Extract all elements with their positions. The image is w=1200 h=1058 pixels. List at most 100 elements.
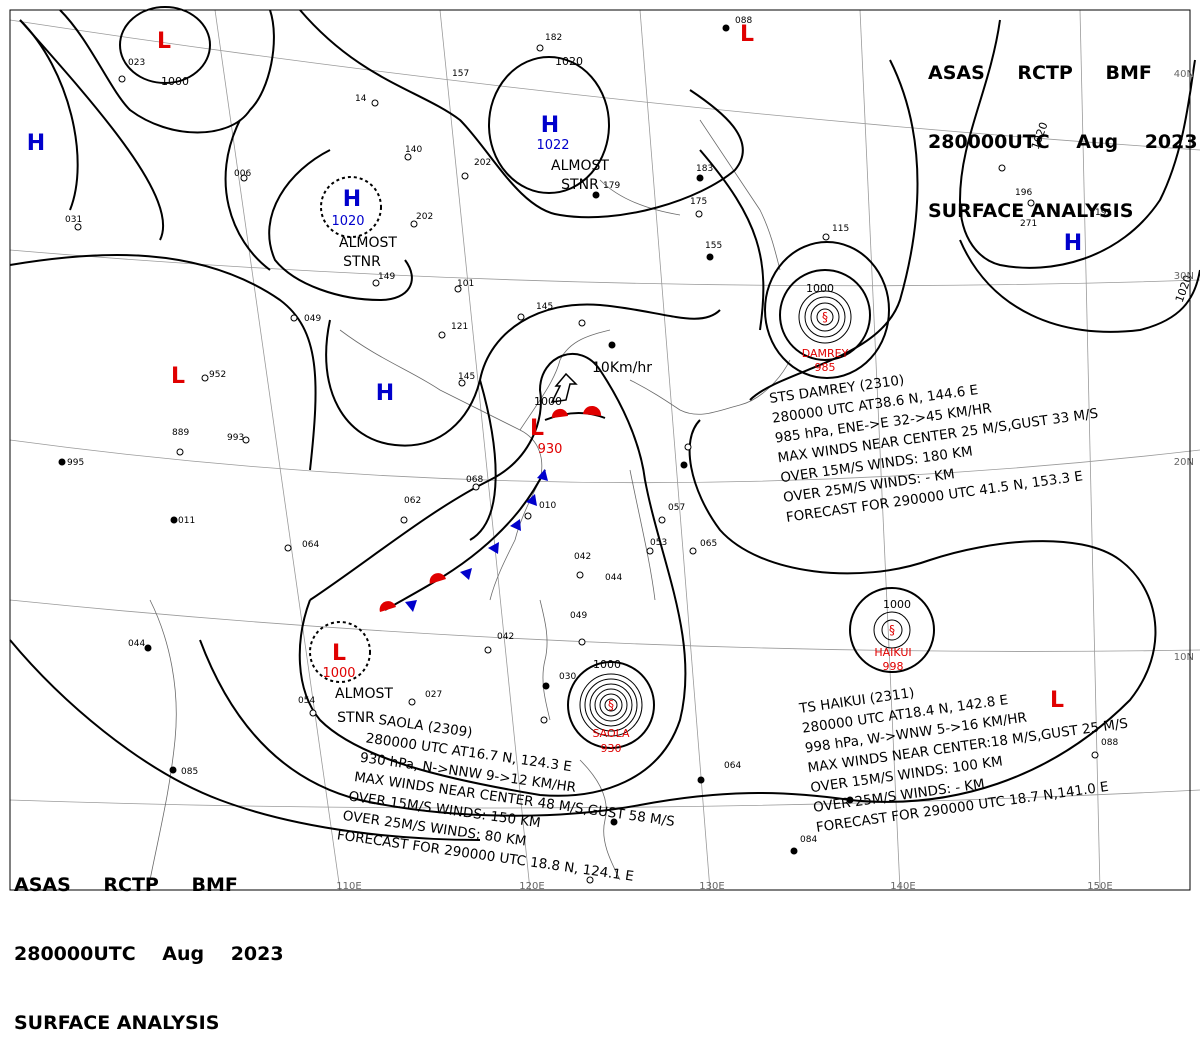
svg-text:088: 088 <box>735 16 752 26</box>
station-plots <box>58 24 1099 884</box>
svg-text:044: 044 <box>128 639 145 649</box>
svg-text:053: 053 <box>650 538 667 548</box>
motion-speed-label: 10Km/hr <box>592 360 652 376</box>
saola-ring <box>567 661 655 749</box>
svg-text:889: 889 <box>172 428 189 438</box>
lon-label-140e: 140E <box>890 881 915 892</box>
svg-text:175: 175 <box>690 197 707 207</box>
saola-symbol-icon: § <box>608 698 614 712</box>
low-center-west: L <box>171 364 185 389</box>
svg-text:062: 062 <box>404 496 421 506</box>
header-top-line2: 280000UTC Aug 2023 <box>928 131 1198 153</box>
pressure-centers: L H H H H H L L L L L <box>27 22 1082 713</box>
high-center-1020: H <box>343 187 361 212</box>
svg-text:179: 179 <box>603 181 620 191</box>
svg-text:044: 044 <box>605 573 622 583</box>
pressure-values: 1022 1020 930 1000 <box>322 138 569 681</box>
svg-text:271: 271 <box>1020 219 1037 229</box>
high-center-east: H <box>1064 231 1082 256</box>
damrey-name: DAMREY <box>802 347 849 360</box>
svg-text:027: 027 <box>425 690 442 700</box>
svg-text:031: 031 <box>65 215 82 225</box>
low-center-front: L <box>530 416 544 441</box>
isobar-label-6: 1000 <box>593 658 621 671</box>
svg-text:196: 196 <box>1015 188 1032 198</box>
note-sw-line2: STNR <box>337 710 375 726</box>
isobars <box>9 6 1200 841</box>
svg-text:065: 065 <box>700 539 717 549</box>
low-center-nw: L <box>157 29 171 54</box>
svg-text:088: 088 <box>1101 738 1118 748</box>
svg-text:995: 995 <box>67 458 84 468</box>
lon-label-150e: 150E <box>1087 881 1112 892</box>
svg-text:049: 049 <box>304 314 321 324</box>
svg-text:202: 202 <box>416 212 433 222</box>
svg-text:14: 14 <box>355 94 367 104</box>
svg-text:101: 101 <box>457 279 474 289</box>
damrey-ring-b <box>764 241 890 379</box>
svg-text:121: 121 <box>451 322 468 332</box>
isobar-label-4: 1000 <box>534 395 562 408</box>
high-center-west: H <box>27 131 45 156</box>
lat-labels: 40N 30N 20N 10N <box>1174 69 1194 663</box>
svg-text:057: 057 <box>668 503 685 513</box>
svg-text:042: 042 <box>497 632 514 642</box>
high-value-1022: 1022 <box>536 138 569 153</box>
high-center-1022: H <box>541 113 559 138</box>
svg-text:011: 011 <box>178 516 195 526</box>
low-center-se: L <box>1050 688 1064 713</box>
svg-text:145: 145 <box>458 372 475 382</box>
svg-text:115: 115 <box>832 224 849 234</box>
typhoon-symbols: § § § <box>608 310 895 712</box>
damrey-ring-a <box>779 269 871 361</box>
header-bottom: ASAS RCTP BMF 280000UTC Aug 2023 SURFACE… <box>14 828 284 1058</box>
map-frame <box>9 9 1191 891</box>
high-ring-1022 <box>488 56 610 194</box>
svg-text:085: 085 <box>181 767 198 777</box>
high-center-mid: H <box>376 381 394 406</box>
low-center-ne: L <box>740 22 754 47</box>
lat-label-10n: 10N <box>1174 652 1194 663</box>
svg-text:202: 202 <box>474 158 491 168</box>
haikui-symbol-icon: § <box>889 623 895 637</box>
note-1022-line2: STNR <box>561 177 599 193</box>
saola-pressure: 930 <box>601 742 622 755</box>
dashed-ring-1020 <box>320 176 382 238</box>
svg-text:068: 068 <box>466 475 483 485</box>
header-top-line1: ASAS RCTP BMF <box>928 62 1152 84</box>
svg-text:023: 023 <box>128 58 145 68</box>
dashed-ring-1000 <box>309 621 371 683</box>
svg-text:149: 149 <box>378 272 395 282</box>
note-1020-line1: ALMOST <box>339 235 397 251</box>
note-1020-line2: STNR <box>343 254 381 270</box>
svg-text:064: 064 <box>724 761 741 771</box>
damrey-pressure: 985 <box>815 361 836 374</box>
haikui-advisory: TS HAIKUI (2311) 280000 UTC AT18.4 N, 14… <box>797 685 1129 836</box>
lon-labels: 110E 120E 130E 140E 150E <box>336 881 1112 892</box>
motion-arrow-icon <box>550 372 578 403</box>
lat-label-30n: 30N <box>1174 271 1194 282</box>
svg-text:157: 157 <box>452 69 469 79</box>
damrey-symbol-icon: § <box>822 310 828 324</box>
low-ring-nw <box>119 6 211 84</box>
header-bottom-line1: ASAS RCTP BMF <box>14 874 238 896</box>
svg-text:030: 030 <box>559 672 576 682</box>
svg-text:993: 993 <box>227 433 244 443</box>
svg-text:064: 064 <box>302 540 319 550</box>
svg-text:191: 191 <box>1095 208 1112 218</box>
svg-text:010: 010 <box>539 501 556 511</box>
saola-name: SAOLA <box>592 727 630 740</box>
lat-label-20n: 20N <box>1174 457 1194 468</box>
svg-text:049: 049 <box>570 611 587 621</box>
svg-text:140: 140 <box>405 145 422 155</box>
stationary-notes: ALMOST STNR ALMOST STNR ALMOST STNR <box>335 158 609 726</box>
storm-names: DAMREY 985 HAIKUI 998 SAOLA 930 <box>592 347 911 755</box>
low-value-sw: 1000 <box>322 666 355 681</box>
header-bottom-line2: 280000UTC Aug 2023 <box>14 943 284 965</box>
svg-text:054: 054 <box>298 696 315 706</box>
lon-label-120e: 120E <box>519 881 544 892</box>
lon-label-110e: 110E <box>336 881 361 892</box>
lon-label-130e: 130E <box>699 881 724 892</box>
high-value-1020: 1020 <box>331 214 364 229</box>
stationary-front <box>379 405 606 612</box>
